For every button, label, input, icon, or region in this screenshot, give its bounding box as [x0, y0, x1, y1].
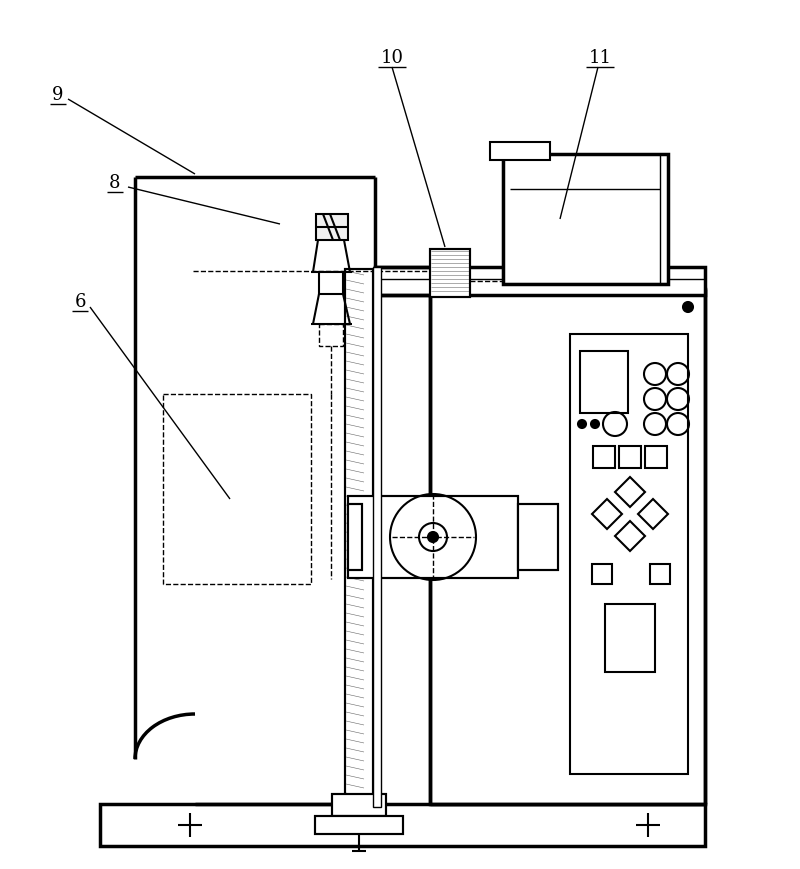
- Bar: [373, 268, 381, 807]
- Text: 10: 10: [381, 49, 403, 67]
- Text: 11: 11: [589, 49, 611, 67]
- Bar: [503, 155, 668, 285]
- Bar: [593, 447, 615, 468]
- Bar: [345, 269, 373, 799]
- Bar: [316, 215, 348, 241]
- Text: 6: 6: [74, 293, 86, 310]
- Bar: [348, 504, 362, 570]
- Bar: [518, 504, 558, 570]
- Bar: [315, 816, 403, 834]
- Bar: [605, 604, 655, 673]
- Bar: [570, 335, 688, 774]
- Bar: [430, 249, 470, 298]
- Bar: [490, 143, 550, 161]
- Bar: [100, 804, 705, 846]
- Circle shape: [683, 302, 693, 313]
- Bar: [332, 794, 386, 816]
- Bar: [319, 273, 343, 295]
- Bar: [319, 325, 343, 347]
- Bar: [348, 496, 518, 579]
- Bar: [163, 395, 311, 584]
- Bar: [375, 268, 705, 295]
- Bar: [348, 504, 362, 570]
- Bar: [430, 249, 470, 298]
- Circle shape: [591, 421, 599, 428]
- Bar: [430, 289, 705, 804]
- Bar: [348, 496, 518, 579]
- Circle shape: [428, 533, 438, 542]
- Text: 9: 9: [52, 86, 64, 104]
- Bar: [619, 447, 641, 468]
- Bar: [518, 504, 558, 570]
- Bar: [592, 564, 612, 584]
- Circle shape: [578, 421, 586, 428]
- Bar: [332, 794, 386, 816]
- Bar: [315, 816, 403, 834]
- Bar: [650, 564, 670, 584]
- Bar: [580, 352, 628, 414]
- Bar: [345, 269, 373, 799]
- Bar: [645, 447, 667, 468]
- Text: 8: 8: [110, 174, 121, 192]
